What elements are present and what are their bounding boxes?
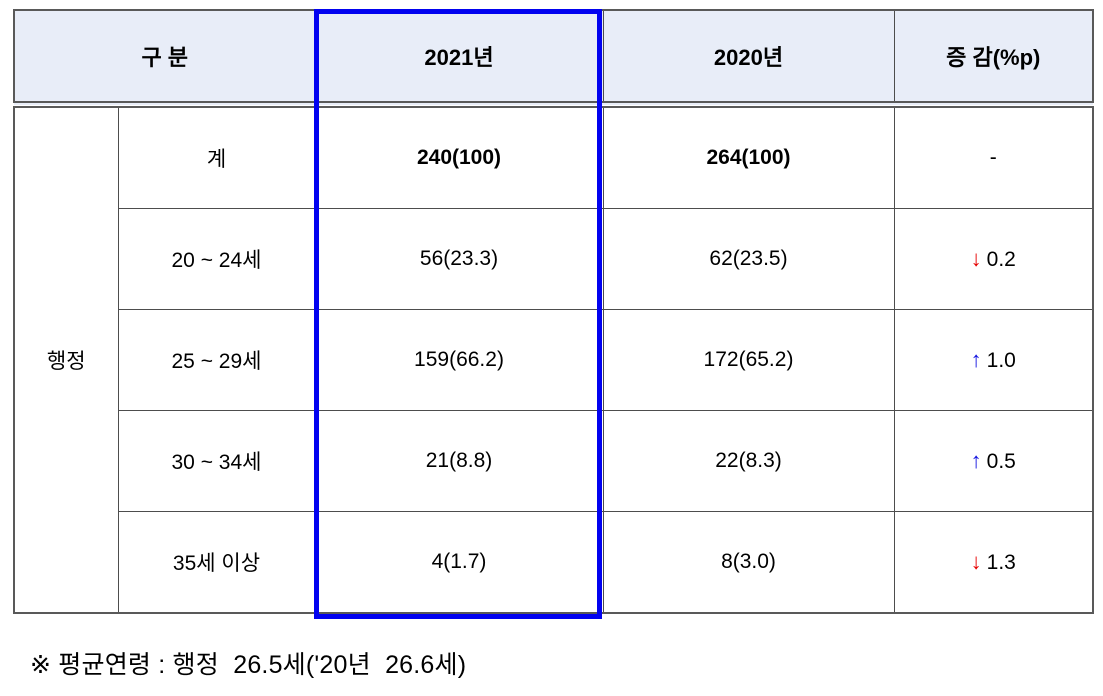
cell-2021: 4(1.7): [314, 511, 604, 614]
cell-change: -: [893, 104, 1094, 209]
cell-2021: 159(66.2): [314, 309, 604, 411]
age-distribution-table: 구 분 2021년 2020년 증 감(%p) 행정 계 240(100) 26…: [13, 9, 1094, 614]
cell-2020: 62(23.5): [602, 208, 895, 310]
footnote: ※ 평균연령 : 행정 26.5세('20년 26.6세): [30, 651, 467, 679]
row-25-29: 25 ~ 29세 159(66.2) 172(65.2) ↑ 1.0: [14, 309, 1094, 411]
up-arrow-icon: ↑: [970, 448, 982, 473]
down-arrow-icon: ↓: [970, 549, 982, 574]
cell-label: 계: [117, 104, 316, 209]
cell-2021: 56(23.3): [314, 208, 604, 310]
cell-label: 30 ~ 34세: [117, 410, 316, 512]
cell-change: ↓ 0.2: [893, 208, 1094, 310]
cell-2020: 172(65.2): [602, 309, 895, 411]
cell-2020: 8(3.0): [602, 511, 895, 614]
row-30-34: 30 ~ 34세 21(8.8) 22(8.3) ↑ 0.5: [14, 410, 1094, 512]
cell-change: ↑ 0.5: [893, 410, 1094, 512]
row-20-24: 20 ~ 24세 56(23.3) 62(23.5) ↓ 0.2: [14, 208, 1094, 310]
header-2021: 2021년: [314, 9, 604, 108]
row-total: 행정 계 240(100) 264(100) -: [13, 104, 1094, 614]
cell-2020: 22(8.3): [602, 410, 895, 512]
header-row: 구 분 2021년 2020년 증 감(%p): [13, 9, 1094, 108]
cell-2021: 21(8.8): [314, 410, 604, 512]
row-35-plus: 35세 이상 4(1.7) 8(3.0) ↓ 1.3: [14, 511, 1094, 614]
cell-label: 20 ~ 24세: [117, 208, 316, 310]
change-value: 1.3: [986, 551, 1016, 574]
header-category: 구 분: [13, 9, 316, 108]
header-change: 증 감(%p): [893, 9, 1094, 108]
change-value: 1.0: [986, 349, 1016, 372]
cell-label: 25 ~ 29세: [117, 309, 316, 411]
header-2020: 2020년: [602, 9, 895, 108]
down-arrow-icon: ↓: [970, 246, 982, 271]
up-arrow-icon: ↑: [970, 347, 982, 372]
change-value: 0.5: [986, 450, 1016, 473]
change-value: 0.2: [986, 248, 1016, 271]
cell-change: ↑ 1.0: [893, 309, 1094, 411]
cell-label: 35세 이상: [117, 511, 316, 614]
group-label: 행정: [13, 104, 119, 614]
cell-2021: 240(100): [314, 104, 604, 209]
cell-2020: 264(100): [602, 104, 895, 209]
cell-change: ↓ 1.3: [893, 511, 1094, 614]
